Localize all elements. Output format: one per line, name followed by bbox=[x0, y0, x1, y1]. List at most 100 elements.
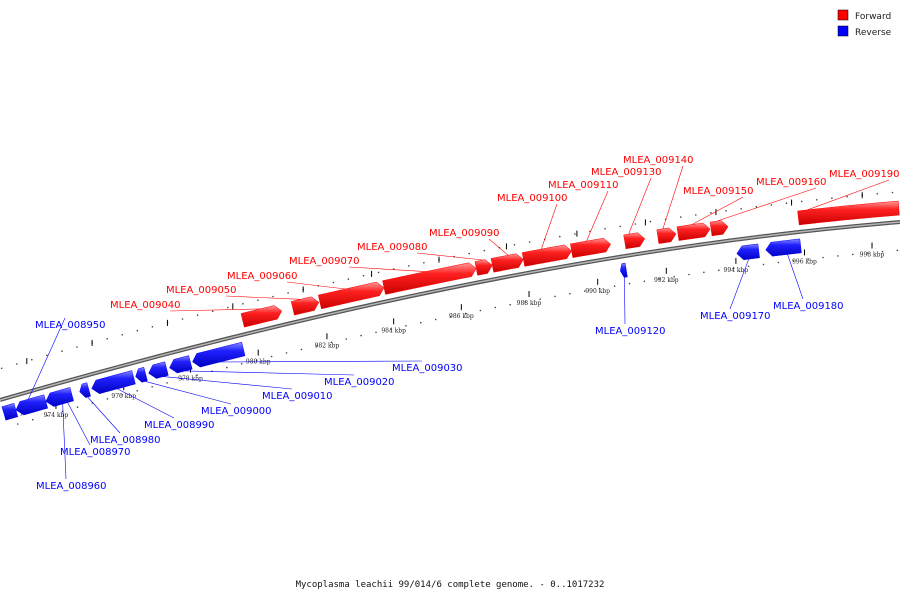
gene-arrow-mlea-009160[interactable] bbox=[709, 220, 729, 237]
gene-label-mlea-009040[interactable]: MLEA_009040 bbox=[110, 300, 181, 311]
gene-arrow-mlea-009110[interactable] bbox=[570, 237, 612, 258]
gene-arrow-mlea-009190[interactable] bbox=[797, 200, 900, 226]
scale-dot bbox=[300, 348, 303, 351]
gene-label-mlea-008970[interactable]: MLEA_008970 bbox=[60, 447, 131, 458]
leader-line bbox=[807, 179, 890, 211]
leader-line bbox=[488, 238, 509, 256]
gene-arrow-mlea-009060[interactable] bbox=[318, 281, 385, 310]
scale-dot bbox=[226, 366, 228, 369]
scale-dot bbox=[449, 315, 452, 318]
gene-label-mlea-009000[interactable]: MLEA_009000 bbox=[201, 406, 272, 417]
scale-dot bbox=[851, 253, 854, 256]
gene-arrow-mlea-009070[interactable] bbox=[382, 262, 477, 295]
gene-arrow-mlea-009000[interactable] bbox=[135, 366, 148, 383]
gene-arrow-mlea-009050[interactable] bbox=[290, 296, 320, 316]
gene-label-mlea-008960[interactable]: MLEA_008960 bbox=[36, 481, 107, 492]
scale-dot bbox=[270, 355, 273, 358]
scale-dot bbox=[524, 301, 526, 303]
scale-dot bbox=[891, 191, 894, 194]
scale-dot bbox=[896, 249, 899, 252]
scale-dot bbox=[695, 214, 697, 216]
scale-dot bbox=[822, 256, 824, 259]
scale-dot bbox=[360, 334, 362, 337]
scale-dot bbox=[792, 260, 794, 262]
gene-arrow-mlea-009140[interactable] bbox=[656, 227, 677, 244]
gene-label-mlea-008990[interactable]: MLEA_008990 bbox=[144, 420, 215, 431]
gene-label-mlea-009090[interactable]: MLEA_009090 bbox=[429, 228, 500, 239]
gene-arrow-mlea-009130[interactable] bbox=[623, 232, 646, 250]
gene-arrow-mlea-009090[interactable] bbox=[490, 253, 524, 273]
gene-label-mlea-009080[interactable]: MLEA_009080 bbox=[357, 242, 428, 253]
gene-arrow-mlea-008990[interactable] bbox=[91, 370, 136, 394]
gene-label-mlea-009100[interactable]: MLEA_009100 bbox=[497, 193, 568, 204]
tick-label: 976 kbp bbox=[111, 393, 136, 400]
backbone-line-inner bbox=[0, 221, 900, 401]
gene-label-mlea-009150[interactable]: MLEA_009150 bbox=[683, 186, 754, 197]
gene-label-mlea-009050[interactable]: MLEA_009050 bbox=[166, 285, 237, 296]
gene-arrow-mlea-008970[interactable] bbox=[45, 387, 74, 407]
scale-dot bbox=[46, 354, 48, 357]
gene-label-mlea-009030[interactable]: MLEA_009030 bbox=[392, 363, 463, 374]
leader-line bbox=[220, 360, 423, 363]
gene-labels: MLEA_008950MLEA_008960MLEA_008970MLEA_00… bbox=[35, 155, 900, 492]
scale-dot bbox=[408, 265, 410, 267]
scale-dot bbox=[483, 249, 486, 252]
gene-label-mlea-009160[interactable]: MLEA_009160 bbox=[756, 177, 827, 188]
gene-arrow-mlea-008950[interactable] bbox=[1, 402, 19, 421]
gene-label-mlea-009020[interactable]: MLEA_009020 bbox=[324, 377, 395, 388]
scale-dot bbox=[464, 312, 467, 315]
scale-dot bbox=[330, 341, 333, 344]
scale-dot bbox=[468, 252, 471, 255]
scale-dot bbox=[15, 363, 18, 365]
gene-label-mlea-009070[interactable]: MLEA_009070 bbox=[289, 256, 360, 267]
scale-dot bbox=[31, 358, 33, 361]
leader-line bbox=[416, 252, 484, 261]
genome-caption: Mycoplasma leachii 99/014/6 complete gen… bbox=[296, 580, 605, 590]
gene-label-mlea-009170[interactable]: MLEA_009170 bbox=[700, 311, 771, 322]
gene-label-mlea-008950[interactable]: MLEA_008950 bbox=[35, 320, 106, 331]
scale-dot bbox=[151, 326, 154, 328]
scale-dot bbox=[255, 359, 258, 362]
scale-dot bbox=[710, 212, 712, 214]
scale-dot bbox=[377, 271, 380, 274]
gene-label-mlea-008980[interactable]: MLEA_008980 bbox=[90, 435, 161, 446]
scale-dot bbox=[375, 331, 377, 334]
gene-label-mlea-009110[interactable]: MLEA_009110 bbox=[548, 180, 619, 191]
scale-dot bbox=[628, 282, 631, 285]
scale-dot bbox=[509, 303, 512, 306]
gene-arrow-mlea-009040[interactable] bbox=[240, 305, 283, 328]
gene-arrow-mlea-009100[interactable] bbox=[521, 244, 572, 267]
gene-arrow-mlea-009180[interactable] bbox=[765, 238, 802, 257]
gene-label-mlea-009180[interactable]: MLEA_009180 bbox=[773, 301, 844, 312]
gene-arrow-mlea-009010[interactable] bbox=[148, 361, 169, 379]
scale-dot bbox=[846, 195, 848, 198]
scale-dot bbox=[362, 274, 365, 277]
leader-line bbox=[787, 254, 804, 300]
scale-dot bbox=[513, 244, 516, 246]
gene-arrow-mlea-009080[interactable] bbox=[474, 259, 493, 276]
genome-backbone bbox=[0, 220, 900, 402]
gene-label-mlea-009140[interactable]: MLEA_009140 bbox=[623, 155, 694, 166]
scale-dot bbox=[181, 318, 184, 320]
scale-dot bbox=[634, 223, 637, 225]
legend-item-forward: Forward bbox=[837, 9, 891, 22]
gene-arrow-mlea-009120[interactable] bbox=[620, 262, 628, 278]
scale-dot bbox=[673, 275, 675, 278]
tick-label: 992 kbp bbox=[654, 277, 679, 284]
legend-item-reverse: Reverse bbox=[837, 25, 892, 38]
gene-arrow-mlea-009170[interactable] bbox=[736, 243, 760, 261]
gene-arrow-mlea-008960[interactable] bbox=[15, 394, 49, 416]
scale-dot bbox=[688, 273, 690, 276]
gene-label-mlea-009060[interactable]: MLEA_009060 bbox=[227, 271, 298, 282]
scale-dot bbox=[619, 225, 621, 228]
gene-arrow-mlea-008980[interactable] bbox=[79, 382, 91, 398]
gene-arrow-mlea-009150[interactable] bbox=[676, 222, 711, 241]
gene-label-mlea-009010[interactable]: MLEA_009010 bbox=[262, 391, 333, 402]
scale-dot bbox=[569, 292, 571, 295]
gene-label-mlea-009130[interactable]: MLEA_009130 bbox=[591, 167, 662, 178]
gene-arrow-mlea-009020[interactable] bbox=[169, 355, 193, 374]
gene-label-mlea-009120[interactable]: MLEA_009120 bbox=[595, 326, 666, 337]
gene-arrow-mlea-009030[interactable] bbox=[192, 341, 246, 368]
gene-label-mlea-009190[interactable]: MLEA_009190 bbox=[829, 169, 900, 180]
